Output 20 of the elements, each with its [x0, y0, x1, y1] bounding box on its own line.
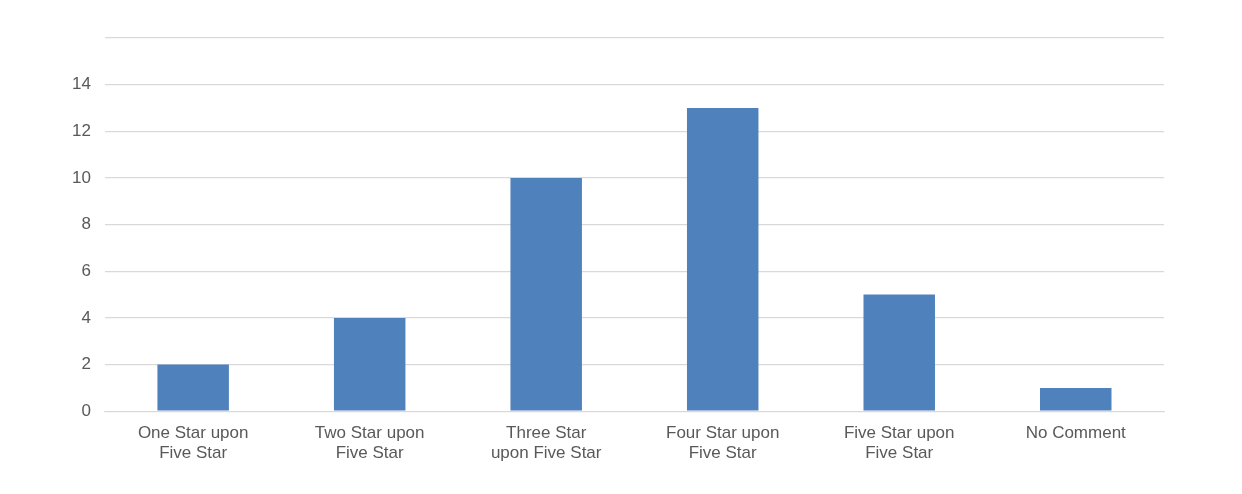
bar: [510, 177, 582, 411]
bar: [686, 107, 759, 411]
y-tick-label: 8: [81, 214, 91, 234]
x-tick-label: Two Star upon Five Star: [314, 423, 425, 463]
y-tick-label: 2: [81, 354, 91, 374]
x-tick-label: Three Star upon Five Star: [490, 423, 602, 463]
y-tick-label: 0: [81, 400, 91, 420]
bar: [863, 294, 935, 411]
x-tick-label: Four Star upon Five Star: [666, 423, 780, 463]
x-tick-label: One Star upon Five Star: [137, 423, 249, 463]
y-tick-label: 12: [71, 120, 91, 140]
y-tick-label: 10: [71, 167, 91, 187]
x-tick-label: Five Star upon Five Star: [843, 423, 955, 463]
bar: [1040, 387, 1112, 411]
y-tick-label: 4: [81, 307, 91, 327]
y-tick-label: 6: [81, 260, 91, 280]
bar: [157, 364, 229, 411]
bar: [333, 317, 406, 411]
x-tick-label: No Comment: [1025, 423, 1127, 443]
y-tick-label: 14: [71, 74, 91, 94]
